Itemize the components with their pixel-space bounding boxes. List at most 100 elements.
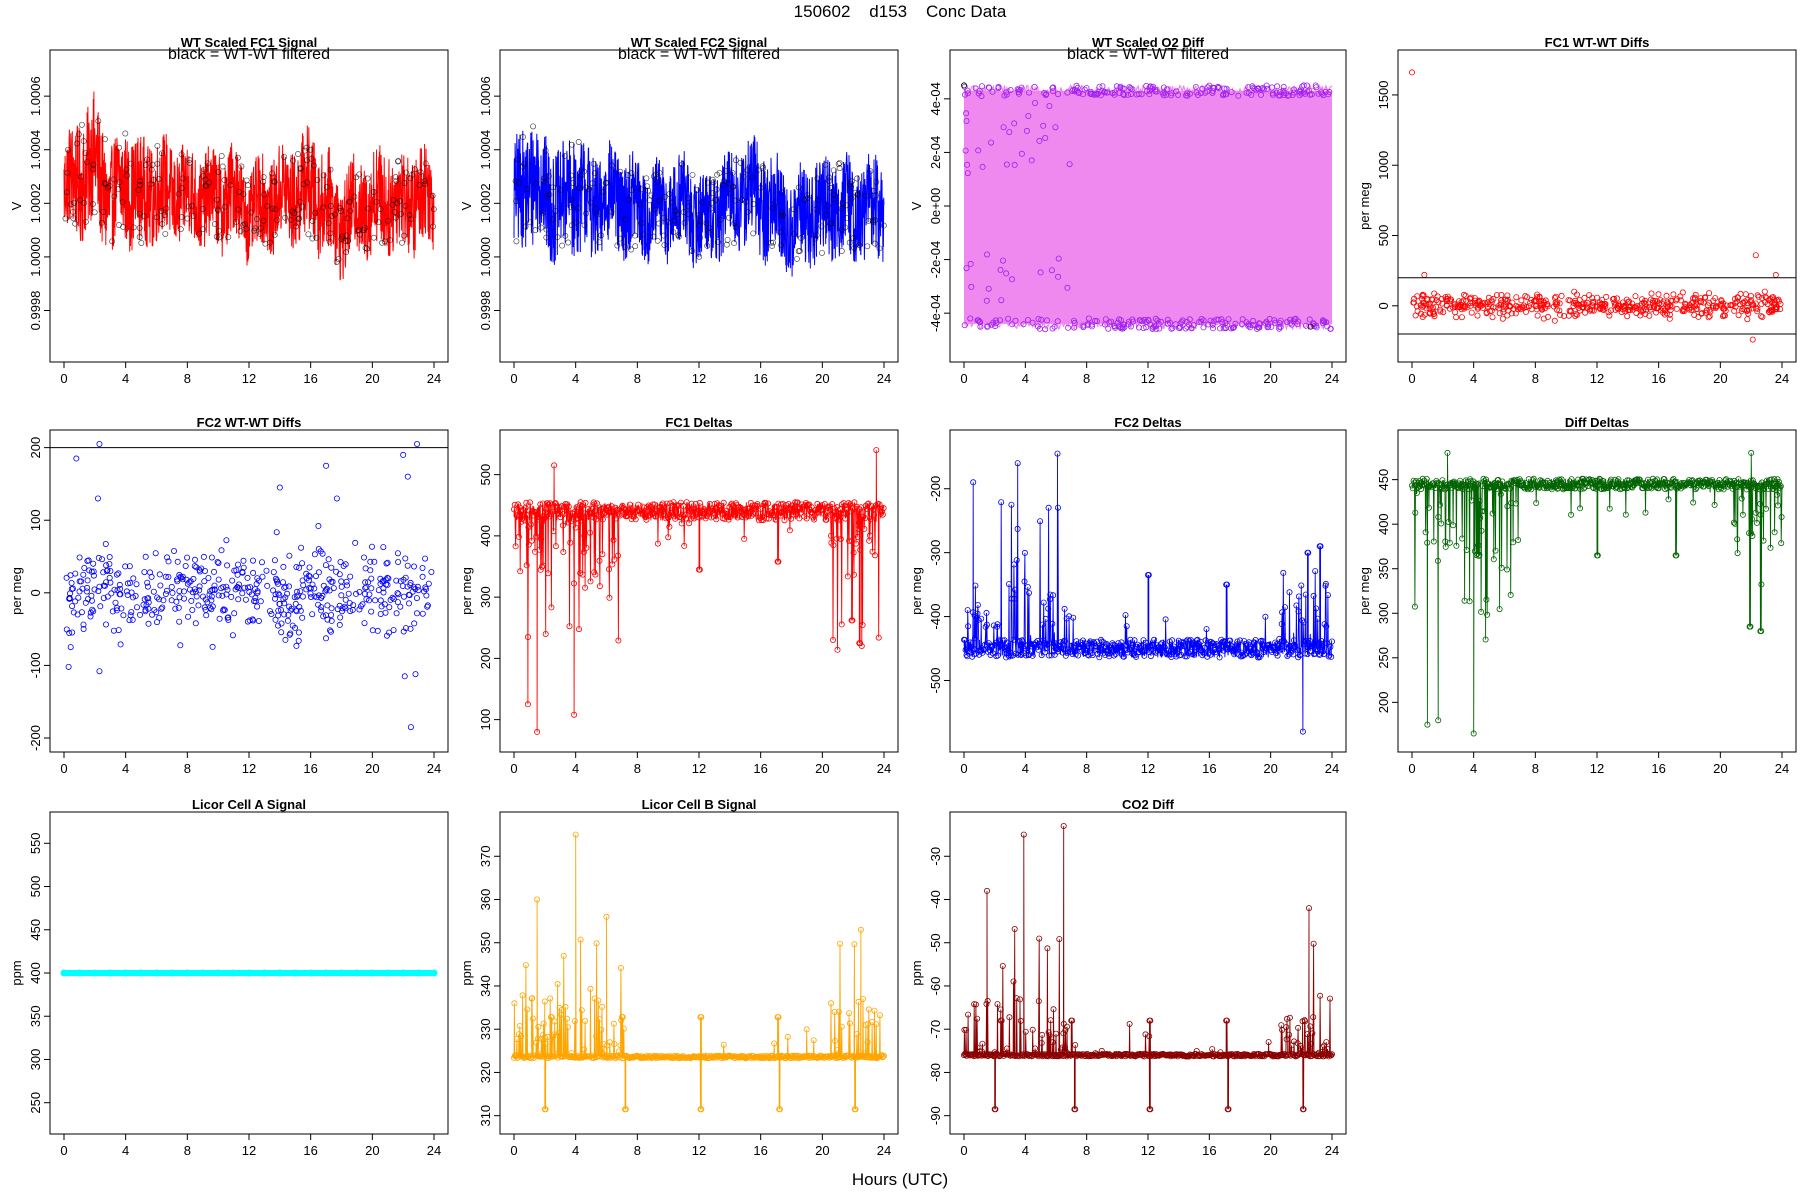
- diff-point: [1215, 85, 1222, 92]
- filtered-point: [757, 184, 764, 191]
- series-point: [1460, 481, 1467, 488]
- series-point: [1703, 476, 1710, 483]
- diff-point: [1297, 88, 1304, 95]
- filtered-point: [290, 157, 296, 164]
- series-point: [784, 1033, 791, 1040]
- diff-point: [196, 587, 203, 594]
- filtered-point: [826, 174, 833, 181]
- series-point: [1424, 721, 1431, 728]
- diff-point: [315, 546, 322, 553]
- series-point: [1297, 651, 1304, 658]
- filtered-point: [872, 240, 878, 247]
- series-point: [1011, 595, 1018, 602]
- diff-point: [1167, 319, 1174, 326]
- diff-point: [1220, 91, 1227, 98]
- flat-signal-point: [338, 969, 345, 977]
- diff-point: [1265, 323, 1272, 330]
- filtered-point: [254, 216, 260, 223]
- filtered-point: [82, 150, 89, 157]
- filtered-point: [309, 235, 316, 242]
- diff-point: [1660, 309, 1667, 316]
- diff-point: [1704, 302, 1711, 309]
- diff-point: [992, 323, 999, 330]
- series-point: [512, 543, 519, 550]
- series-point: [514, 512, 521, 519]
- diff-point: [192, 588, 199, 595]
- diff-point: [1438, 295, 1445, 302]
- series-point: [1070, 614, 1077, 621]
- filtered-point: [628, 187, 635, 194]
- diff-point: [209, 643, 216, 650]
- diff-point: [1071, 324, 1078, 331]
- filtered-point: [351, 193, 358, 200]
- series-point: [620, 1025, 627, 1032]
- series-point: [1050, 1006, 1057, 1013]
- diff-point: [1277, 89, 1284, 96]
- flat-signal-point: [183, 969, 191, 977]
- filtered-point: [409, 171, 415, 178]
- diff-point: [122, 563, 129, 570]
- series-point: [1046, 1032, 1053, 1039]
- diff-point: [337, 559, 344, 566]
- series-point: [1466, 486, 1473, 493]
- filtered-point: [163, 205, 170, 212]
- diff-point: [202, 606, 209, 613]
- diff-point: [103, 562, 110, 569]
- filtered-point: [685, 195, 692, 202]
- diff-point: [85, 596, 92, 603]
- series-point: [1295, 593, 1302, 600]
- diff-point: [1475, 300, 1482, 307]
- diff-point: [1754, 305, 1761, 312]
- series-point: [1763, 505, 1770, 512]
- diff-point: [126, 563, 133, 570]
- y-tick-label: 300: [28, 1049, 43, 1071]
- diff-point: [207, 588, 214, 595]
- filtered-point: [674, 211, 681, 218]
- series-point: [1146, 1033, 1153, 1040]
- diff-point: [1654, 298, 1661, 305]
- diff-point: [1306, 316, 1313, 323]
- diff-point: [229, 632, 236, 639]
- diff-point: [126, 617, 133, 624]
- series-point: [682, 511, 689, 518]
- series-point: [1541, 485, 1548, 492]
- filtered-point: [843, 202, 850, 209]
- filtered-point: [709, 176, 716, 183]
- panel-title: FC1 WT-WT Diffs: [1545, 35, 1650, 50]
- diff-point: [152, 550, 159, 557]
- filtered-point: [814, 175, 821, 182]
- diff-point: [1036, 137, 1043, 144]
- filtered-point: [379, 239, 385, 246]
- filtered-point: [242, 220, 249, 227]
- y-tick-label: 1000: [1376, 151, 1391, 180]
- filtered-point: [269, 205, 276, 212]
- diff-point: [1504, 312, 1511, 319]
- diff-point: [995, 83, 1002, 90]
- series-point: [775, 500, 782, 507]
- flat-signal-point: [353, 969, 361, 977]
- series-point: [1311, 640, 1318, 647]
- diff-point: [1710, 304, 1717, 311]
- series-point: [1463, 547, 1470, 554]
- diff-point: [255, 577, 262, 584]
- series-point: [1296, 652, 1303, 659]
- series-point: [1042, 615, 1049, 622]
- y-tick-label: 1.0004: [478, 130, 493, 170]
- series-point: [724, 513, 731, 520]
- filtered-point: [219, 163, 226, 170]
- series-point: [566, 623, 573, 630]
- series-point: [666, 523, 673, 530]
- filtered-point: [825, 202, 831, 209]
- diff-point: [1599, 306, 1606, 313]
- filtered-point: [215, 207, 222, 214]
- diff-point: [295, 629, 302, 636]
- filtered-point: [390, 197, 397, 204]
- diff-point: [128, 609, 135, 616]
- series-point: [1327, 995, 1334, 1002]
- x-tick-label: 4: [1022, 761, 1029, 776]
- series-point: [626, 501, 633, 508]
- series-point: [1310, 592, 1317, 599]
- diff-point: [1574, 311, 1581, 318]
- filtered-point: [299, 203, 306, 210]
- x-tick-label: 0: [960, 761, 967, 776]
